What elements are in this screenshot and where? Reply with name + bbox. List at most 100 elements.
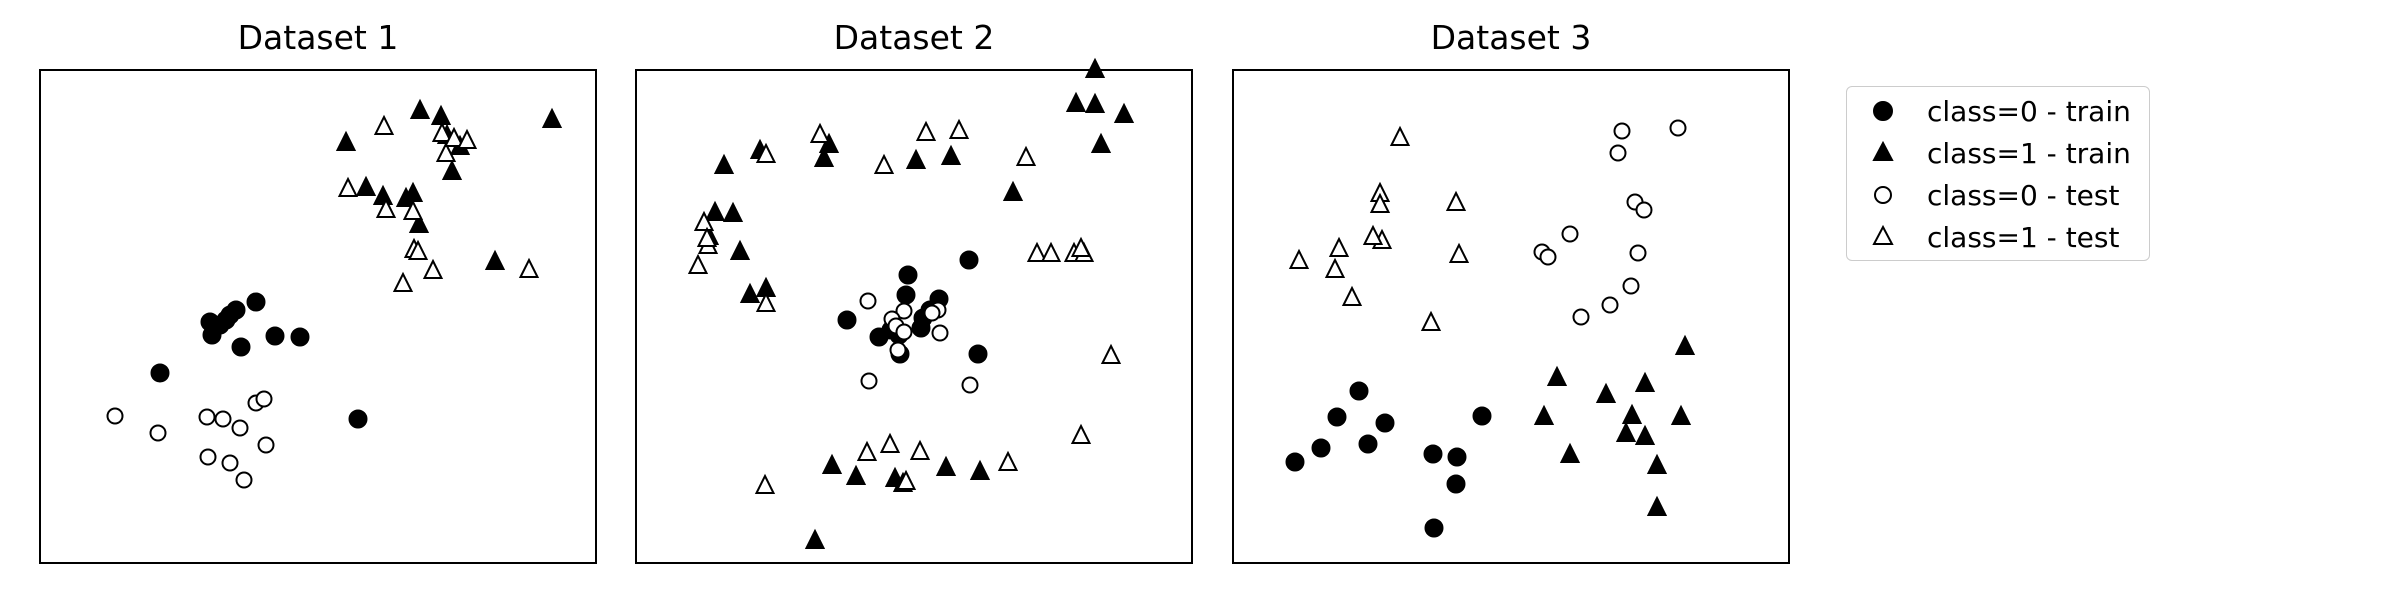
filled-triangle-point bbox=[969, 459, 991, 480]
filled-circle-point bbox=[1349, 381, 1369, 401]
hollow-triangle-point bbox=[1070, 423, 1092, 444]
filled-circle-point bbox=[231, 337, 251, 357]
filled-circle-point bbox=[896, 285, 916, 305]
filled-circle-point bbox=[265, 326, 285, 346]
hollow-circle-point bbox=[1613, 122, 1631, 140]
hollow-circle-point bbox=[257, 436, 275, 454]
hollow-circle-point bbox=[106, 407, 124, 425]
filled-triangle-point bbox=[441, 159, 463, 180]
filled-triangle-point bbox=[940, 144, 962, 165]
hollow-circle-point bbox=[895, 302, 913, 320]
hollow-triangle-point bbox=[809, 122, 831, 143]
filled-triangle-point bbox=[845, 464, 867, 485]
filled-circle-point bbox=[216, 310, 236, 330]
hollow-circle-point bbox=[859, 292, 877, 310]
hollow-triangle-point bbox=[879, 432, 901, 453]
hollow-triangle-point bbox=[948, 118, 970, 139]
hollow-circle-point bbox=[1609, 144, 1627, 162]
hollow-circle-point bbox=[1539, 248, 1557, 266]
hollow-circle-point bbox=[198, 408, 216, 426]
hollow-circle-point bbox=[199, 448, 217, 466]
axes-frame-1 bbox=[39, 69, 597, 564]
filled-circle-point bbox=[348, 409, 368, 429]
hollow-triangle-point bbox=[1026, 241, 1048, 262]
filled-triangle-point bbox=[1646, 495, 1668, 516]
legend-label: class=1 - train bbox=[1927, 136, 2131, 170]
hollow-triangle-point bbox=[696, 226, 718, 247]
hollow-circle-point bbox=[149, 424, 167, 442]
hollow-triangle-point bbox=[1369, 192, 1391, 213]
hollow-circle-point bbox=[961, 376, 979, 394]
hollow-triangle-point bbox=[1445, 190, 1467, 211]
filled-triangle-point bbox=[1621, 403, 1643, 424]
filled-triangle-point bbox=[372, 184, 394, 205]
filled-triangle-point bbox=[1084, 92, 1106, 113]
legend-item-class0-test: class=0 - test bbox=[1847, 175, 2119, 215]
filled-triangle-point bbox=[818, 132, 840, 153]
hollow-triangle-point bbox=[754, 473, 776, 494]
hollow-circle-point bbox=[889, 341, 907, 359]
hollow-circle-point bbox=[1601, 296, 1619, 314]
legend-item-class0-train: class=0 - train bbox=[1847, 91, 2131, 131]
filled-triangle-point bbox=[1634, 424, 1656, 445]
hollow-triangle-point bbox=[518, 257, 540, 278]
filled-triangle-point bbox=[541, 107, 563, 128]
hollow-circle-point bbox=[1669, 119, 1687, 137]
filled-circle-point bbox=[898, 265, 918, 285]
hollow-circle-point bbox=[1635, 201, 1653, 219]
filled-circle-point bbox=[290, 327, 310, 347]
hollow-circle-point bbox=[1629, 244, 1647, 262]
filled-triangle-marker-icon bbox=[1872, 140, 1894, 161]
filled-triangle-point bbox=[1674, 334, 1696, 355]
legend-label: class=0 - test bbox=[1927, 178, 2120, 212]
hollow-triangle-point bbox=[1420, 310, 1442, 331]
hollow-triangle-point bbox=[1324, 257, 1346, 278]
hollow-triangle-point bbox=[895, 469, 917, 490]
filled-circle-point bbox=[959, 250, 979, 270]
filled-triangle-point bbox=[1559, 442, 1581, 463]
legend: class=0 - train class=1 - train class=0 … bbox=[1846, 86, 2150, 261]
hollow-triangle-point bbox=[755, 291, 777, 312]
panel-title-3: Dataset 3 bbox=[1430, 18, 1592, 57]
filled-triangle-point bbox=[1615, 421, 1637, 442]
filled-triangle-point bbox=[1634, 371, 1656, 392]
filled-triangle-point bbox=[1670, 404, 1692, 425]
filled-triangle-point bbox=[1546, 365, 1568, 386]
hollow-triangle-point bbox=[1341, 285, 1363, 306]
marks-dataset-1 bbox=[106, 98, 563, 489]
filled-circle-point bbox=[911, 318, 931, 338]
filled-triangle-point bbox=[1595, 382, 1617, 403]
filled-circle-point bbox=[246, 292, 266, 312]
filled-triangle-point bbox=[905, 148, 927, 169]
hollow-circle-point bbox=[860, 372, 878, 390]
filled-triangle-point bbox=[713, 153, 735, 174]
hollow-triangle-point bbox=[422, 258, 444, 279]
filled-circle-point bbox=[1424, 518, 1444, 538]
filled-triangle-point bbox=[804, 528, 826, 549]
filled-triangle-point bbox=[1065, 91, 1087, 112]
filled-triangle-point bbox=[355, 175, 377, 196]
hollow-circle-marker-icon bbox=[1874, 186, 1892, 204]
filled-circle-point bbox=[1446, 474, 1466, 494]
panel-title-1: Dataset 1 bbox=[237, 18, 399, 57]
hollow-circle-point bbox=[221, 454, 239, 472]
filled-triangle-point bbox=[821, 453, 843, 474]
filled-circle-point bbox=[1327, 407, 1347, 427]
filled-circle-point bbox=[968, 344, 988, 364]
filled-triangle-point bbox=[430, 104, 452, 125]
filled-circle-point bbox=[1311, 438, 1331, 458]
filled-circle-point bbox=[869, 327, 889, 347]
filled-triangle-point bbox=[1113, 102, 1135, 123]
hollow-triangle-point bbox=[1362, 224, 1384, 245]
legend-label: class=1 - test bbox=[1927, 220, 2120, 254]
filled-triangle-point bbox=[704, 200, 726, 221]
hollow-triangle-point bbox=[873, 153, 895, 174]
hollow-circle-point bbox=[895, 323, 913, 341]
hollow-circle-point bbox=[1561, 225, 1579, 243]
hollow-triangle-marker-icon bbox=[1872, 224, 1894, 245]
hollow-triangle-point bbox=[373, 114, 395, 135]
hollow-circle-point bbox=[1622, 277, 1640, 295]
hollow-triangle-point bbox=[997, 450, 1019, 471]
axes-frame-3 bbox=[1232, 69, 1790, 564]
